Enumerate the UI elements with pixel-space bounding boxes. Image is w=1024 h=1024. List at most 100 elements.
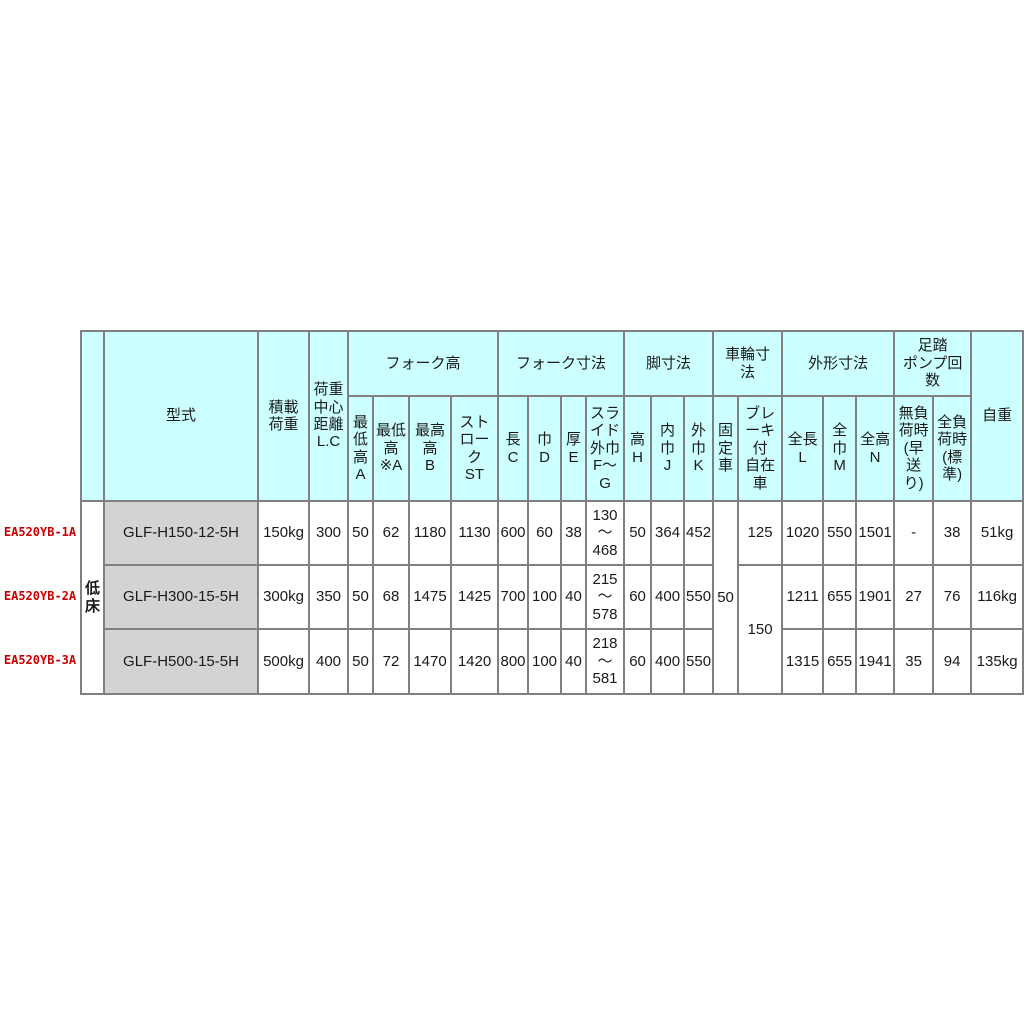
outer-width-k-cell: 452: [683, 500, 715, 566]
width-d-cell: 100: [527, 564, 563, 630]
fixed-caster-cell: 50: [712, 500, 740, 695]
overall-height-cell: 1941: [855, 628, 896, 695]
overall-height-cell: 1901: [855, 564, 896, 630]
height-h-cell: 50: [623, 500, 653, 566]
slide-fg-cell: 130 ～ 468: [585, 500, 626, 566]
product-code-label: EA520YB-3A: [3, 653, 77, 667]
fork-min-xa-cell: 68: [372, 564, 410, 630]
header-load-center: 荷重 中心 距離 L.C: [308, 330, 349, 502]
header-wheel-dimension-group: 車輪寸 法: [712, 330, 784, 397]
spec-table: 型式 積載 荷重 荷重 中心 距離 L.C フォーク高 フォーク寸法 脚寸法 車…: [80, 330, 1024, 695]
load-center-cell: 300: [308, 500, 349, 566]
header-fork-dimension-group: フォーク寸法: [497, 330, 626, 397]
width-d-cell: 60: [527, 500, 563, 566]
table-row: GLF-H500-15-5H 500kg 400 50 72 1470 1420…: [81, 628, 1024, 695]
pump-noload-cell: 35: [893, 628, 935, 695]
height-h-cell: 60: [623, 628, 653, 695]
header-height-h: 高 H: [623, 395, 653, 502]
header-pump-noload: 無負 荷時 (早 送 り): [893, 395, 935, 502]
slide-fg-cell: 218 ～ 581: [585, 628, 626, 695]
load-center-cell: 400: [308, 628, 349, 695]
weight-cell: 116kg: [970, 564, 1024, 630]
overall-width-cell: 655: [822, 628, 858, 695]
pump-noload-cell: -: [893, 500, 935, 566]
load-center-cell: 350: [308, 564, 349, 630]
fork-min-a-cell: 50: [347, 564, 374, 630]
length-c-cell: 700: [497, 564, 530, 630]
outer-width-k-cell: 550: [683, 564, 715, 630]
inner-width-j-cell: 364: [650, 500, 686, 566]
fork-max-b-cell: 1180: [408, 500, 452, 566]
product-code-label: EA520YB-1A: [3, 525, 77, 539]
header-model: 型式: [103, 330, 259, 502]
header-leg-dimension-group: 脚寸法: [623, 330, 715, 397]
header-width-d: 巾 D: [527, 395, 563, 502]
corner-blank-cell: [80, 330, 105, 502]
fork-min-a-cell: 50: [347, 628, 374, 695]
header-overall-width: 全 巾 M: [822, 395, 858, 502]
inner-width-j-cell: 400: [650, 628, 686, 695]
fork-min-xa-cell: 62: [372, 500, 410, 566]
stroke-cell: 1130: [449, 500, 500, 566]
model-name-cell: GLF-H500-15-5H: [103, 628, 259, 695]
slide-fg-cell: 215 ～ 578: [585, 564, 626, 630]
fork-min-xa-cell: 72: [372, 628, 410, 695]
overall-length-cell: 1020: [781, 500, 825, 566]
header-brake-caster: ブレ ーキ 付 自在 車: [737, 395, 784, 502]
weight-cell: 135kg: [970, 628, 1024, 695]
height-h-cell: 60: [623, 564, 653, 630]
load-capacity-cell: 150kg: [257, 500, 310, 566]
pump-fullload-cell: 38: [932, 500, 973, 566]
header-pump-count-group: 足踏 ポンプ回 数: [893, 330, 973, 397]
header-inner-width-j: 内 巾 J: [650, 395, 686, 502]
weight-cell: 51kg: [970, 500, 1024, 566]
outer-width-k-cell: 550: [683, 628, 715, 695]
length-c-cell: 600: [497, 500, 530, 566]
header-outer-width-k: 外 巾 K: [683, 395, 715, 502]
header-fork-height-group: フォーク高: [346, 330, 500, 397]
header-outline-dimension-group: 外形寸法: [781, 330, 896, 397]
load-capacity-cell: 500kg: [257, 628, 310, 695]
table-row: GLF-H300-15-5H 300kg 350 50 68 1475 1425…: [81, 564, 1024, 695]
pump-fullload-cell: 76: [932, 564, 973, 630]
thickness-e-cell: 40: [560, 628, 588, 695]
inner-width-j-cell: 400: [650, 564, 686, 630]
header-weight: 自重: [970, 330, 1024, 502]
header-overall-height: 全高 N: [855, 395, 896, 502]
header-fork-max-b: 最高 高 B: [408, 395, 452, 502]
header-overall-length: 全長 L: [781, 395, 825, 502]
overall-height-cell: 1501: [855, 500, 896, 566]
stroke-cell: 1425: [449, 564, 500, 630]
header-fork-min-a: 最 低 高 A: [347, 395, 374, 502]
overall-width-cell: 655: [822, 564, 858, 630]
header-thickness-e: 厚 E: [560, 395, 588, 502]
header-load-capacity: 積載 荷重: [257, 330, 310, 502]
header-length-c: 長 C: [497, 395, 530, 502]
load-capacity-cell: 300kg: [257, 564, 310, 630]
model-name-cell: GLF-H150-12-5H: [103, 500, 259, 566]
header-pump-fullload: 全負 荷時 (標 準): [932, 395, 973, 502]
header-fixed-caster: 固 定 車: [712, 395, 740, 502]
fork-max-b-cell: 1475: [408, 564, 452, 630]
brake-caster-cell: 125: [737, 500, 784, 566]
brake-caster-cell: 150: [737, 564, 784, 695]
overall-length-cell: 1315: [781, 628, 825, 695]
stroke-cell: 1420: [449, 628, 500, 695]
thickness-e-cell: 40: [560, 564, 588, 630]
header-fork-min-xa: 最低 高 ※A: [372, 395, 410, 502]
thickness-e-cell: 38: [560, 500, 588, 566]
fork-max-b-cell: 1470: [408, 628, 452, 695]
header-stroke: スト ロー ク ST: [449, 395, 500, 502]
table-row: 低 床 GLF-H150-12-5H 150kg 300 50 62 1180 …: [80, 500, 1024, 695]
length-c-cell: 800: [497, 628, 530, 695]
overall-width-cell: 550: [822, 500, 858, 566]
category-low-floor-label: 低 床: [80, 500, 105, 695]
header-slide-fg: スラ イド 外巾 F～G: [585, 395, 626, 502]
product-code-label: EA520YB-2A: [3, 589, 77, 603]
model-name-cell: GLF-H300-15-5H: [103, 564, 259, 630]
width-d-cell: 100: [527, 628, 563, 695]
pump-fullload-cell: 94: [932, 628, 973, 695]
overall-length-cell: 1211: [781, 564, 825, 630]
pump-noload-cell: 27: [893, 564, 935, 630]
